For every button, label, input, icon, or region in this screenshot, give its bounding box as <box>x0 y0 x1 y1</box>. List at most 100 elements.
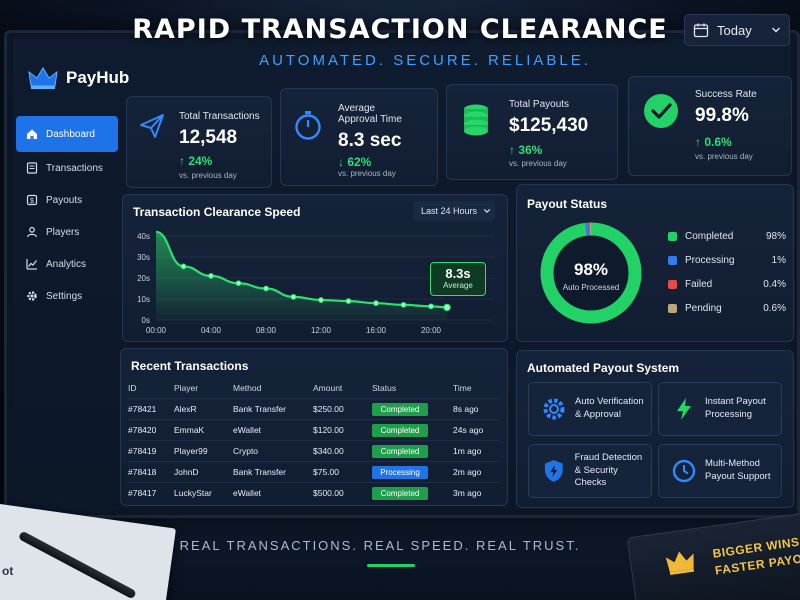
column-header[interactable]: Player <box>174 383 199 393</box>
data-point <box>428 303 434 310</box>
page-tagline: AUTOMATED. SECURE. RELIABLE. <box>259 52 591 69</box>
feature-fraud-detection[interactable]: Fraud Detection & Security Checks <box>528 444 652 498</box>
lightning-icon <box>677 398 691 420</box>
column-header[interactable]: Time <box>453 383 472 393</box>
cell-id: #78421 <box>128 404 157 414</box>
range-label: Last 24 Hours <box>421 206 478 216</box>
table-row[interactable]: #78418 JohnD Bank Transfer $75.00 Processing… <box>128 461 500 482</box>
sidebar-item-label: Players <box>46 226 80 238</box>
panel-title: Automated Payout System <box>527 361 680 375</box>
feature-text: Fraud Detection & Security Checks <box>575 452 651 490</box>
stat-card-total-payouts[interactable]: Total Payouts $125,430 ↑ 36% vs. previou… <box>446 84 618 180</box>
status-badge: Processing <box>372 465 428 479</box>
status-badge: Completed <box>372 444 428 458</box>
recent-transactions-panel: Recent Transactions <box>120 348 508 506</box>
brand-logo[interactable]: PayHub <box>28 66 129 90</box>
transactions-table: ID Player Method Amount Status Time #784… <box>128 378 500 503</box>
column-header[interactable]: Amount <box>313 383 343 393</box>
legend-swatch <box>668 232 677 241</box>
stat-value: 12,548 <box>179 127 238 148</box>
feature-line2: Processing <box>705 409 752 420</box>
feature-auto-verification[interactable]: Auto Verification & Approval <box>528 382 652 436</box>
x-tick-label: 20:00 <box>421 326 442 335</box>
feature-line1: Fraud Detection <box>574 451 643 463</box>
chevron-down-icon <box>483 209 491 213</box>
stat-label: Total Transactions <box>179 111 260 122</box>
cell-player: JohnD <box>174 467 199 477</box>
y-tick-label: 30s <box>137 253 150 262</box>
panel-title: Transaction Clearance Speed <box>133 205 301 219</box>
table-row[interactable]: #78419 Player99 Crypto $340.00 Completed 1m a… <box>128 440 500 461</box>
stat-change: ↑ 36% <box>509 143 543 157</box>
sidebar-item-players[interactable]: Players <box>16 216 118 248</box>
brand-name: PayHub <box>66 68 130 87</box>
cell-id: #78419 <box>128 446 157 456</box>
cell-method: eWallet <box>233 425 262 435</box>
stat-change: ↑ 24% <box>179 154 213 168</box>
cell-method: Crypto <box>233 446 259 456</box>
sidebar-item-dashboard[interactable]: Dashboard <box>16 116 118 152</box>
data-point <box>345 298 352 304</box>
table-row[interactable]: #78420 EmmaK eWallet $120.00 Completed 24s ag… <box>128 419 500 440</box>
sidebar-item-label: Transactions <box>46 162 103 174</box>
stat-value: 99.8% <box>695 105 749 126</box>
date-filter-dropdown[interactable]: Today <box>684 14 790 46</box>
cell-time: 24s ago <box>453 425 484 435</box>
table-row[interactable]: #78421 AlexR Bank Transfer $250.00 Completed… <box>128 398 500 419</box>
feature-text: Multi-Method Payout Support <box>705 458 771 484</box>
stat-card-approval-time[interactable]: Average Approval Time 8.3 sec ↓ 62% vs. … <box>280 88 438 186</box>
stat-label: Success Rate <box>695 89 757 100</box>
sidebar-item-payouts[interactable]: $ Payouts <box>16 184 118 216</box>
sidebar-item-settings[interactable]: Settings <box>16 280 118 312</box>
column-header[interactable]: ID <box>128 383 137 393</box>
sidebar-nav: Dashboard Transactions $ Payouts Players… <box>16 116 118 312</box>
cell-amount: $250.00 <box>313 404 344 414</box>
legend-item-failed: Failed 0.4% <box>668 279 786 290</box>
legend-item-completed: Completed 98% <box>668 231 786 242</box>
panel-title: Recent Transactions <box>131 359 249 373</box>
stat-sub: vs. previous day <box>179 171 237 180</box>
y-tick-label: 0s <box>142 316 150 325</box>
feature-multi-method[interactable]: Multi-Method Payout Support <box>658 444 782 498</box>
column-header[interactable]: Status <box>372 383 397 393</box>
table-row[interactable]: #78417 LuckyStar eWallet $500.00 Completed 3m… <box>128 482 500 503</box>
legend-item-pending: Pending 0.6% <box>668 303 786 314</box>
home-icon <box>27 129 37 139</box>
data-point <box>263 285 269 292</box>
stat-label-line1: Average <box>338 103 376 114</box>
sidebar-item-transactions[interactable]: Transactions <box>16 152 118 184</box>
range-dropdown[interactable]: Last 24 Hours <box>413 201 495 221</box>
cell-time: 3m ago <box>453 488 482 498</box>
sidebar-item-analytics[interactable]: Analytics <box>16 248 118 280</box>
stopwatch-icon <box>295 111 321 140</box>
cell-method: eWallet <box>233 488 262 498</box>
clearance-speed-chart: 0s 10s 20s 30s 40s 00:00 04:00 08:00 12:00 16:00 2… <box>137 230 494 335</box>
crown-icon <box>28 67 58 89</box>
stat-card-success-rate[interactable]: Success Rate 99.8% ↑ 0.6% vs. previous d… <box>628 76 792 176</box>
cell-amount: $340.00 <box>313 446 344 456</box>
status-badge: Completed <box>372 423 428 437</box>
legend-label: Processing <box>685 255 735 266</box>
feature-instant-payout[interactable]: Instant Payout Processing <box>658 382 782 436</box>
x-tick-label: 04:00 <box>201 326 222 335</box>
feature-line2: & Security Checks <box>574 464 618 489</box>
feature-text: Auto Verification & Approval <box>575 396 644 422</box>
y-tick-label: 20s <box>137 274 150 283</box>
clock-icon <box>672 459 696 483</box>
chart-icon <box>26 259 37 270</box>
date-filter-label: Today <box>717 22 752 38</box>
data-point <box>208 273 214 279</box>
stat-card-total-transactions[interactable]: Total Transactions 12,548 ↑ 24% vs. prev… <box>126 96 272 188</box>
sidebar-item-label: Settings <box>46 290 83 302</box>
legend-value: 98% <box>765 231 786 242</box>
receipt-icon <box>26 162 38 174</box>
feature-text: Instant Payout Processing <box>705 396 766 422</box>
promo-card: BIGGER WINS FASTER PAYO <box>626 511 800 600</box>
stat-value: 8.3 sec <box>338 130 402 151</box>
feature-line1: Auto Verification <box>575 396 644 408</box>
legend-value: 0.4% <box>763 279 786 290</box>
cell-amount: $120.00 <box>313 425 344 435</box>
data-point <box>318 297 324 303</box>
column-header[interactable]: Method <box>233 383 262 393</box>
donut-slice-pending <box>540 222 642 324</box>
